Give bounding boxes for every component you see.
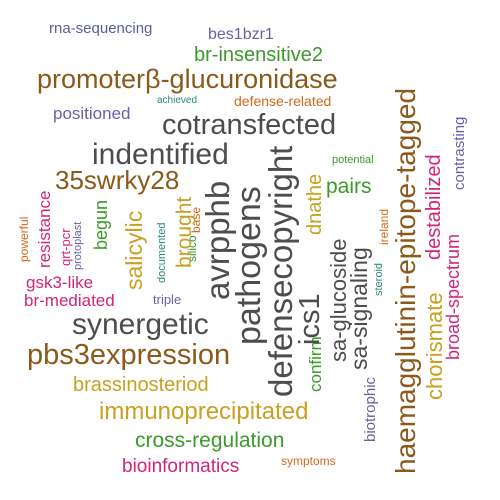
word-avrpphb: avrpphb (199, 180, 236, 300)
word-gsk3-like: gsk3-like (26, 273, 94, 292)
word-qrt-pcr: qrt-pcr (58, 228, 73, 266)
word-br-mediated: br-mediated (24, 291, 115, 310)
word-begun: begun (91, 199, 111, 250)
word-documented: documented (156, 222, 168, 283)
word-destabilized: destabilized (423, 154, 445, 260)
word-defensecopyright: defensecopyright (262, 145, 299, 397)
word-achieved: achieved (157, 95, 198, 106)
word-sa-glucoside: sa-glucoside (326, 238, 351, 362)
word-chorismate: chorismate (422, 292, 447, 400)
word-protoplast: protoplast (72, 221, 84, 270)
word-positioned: positioned (53, 104, 131, 123)
word-brassinosteriod: brassinosteriod (73, 374, 209, 396)
word-brought: brought (173, 196, 196, 268)
word-pbs3expression: pbs3expression (27, 339, 231, 371)
word-indentified: indentified (92, 138, 229, 171)
word-steroid: steroid (373, 262, 385, 296)
word-triple: triple (153, 292, 182, 307)
word-immunoprecipitated: immunoprecipitated (99, 398, 309, 425)
word-biotrophic: biotrophic (362, 376, 379, 442)
word-35swrky28: 35swrky28 (55, 165, 180, 195)
word-defense-related: defense-related (234, 93, 332, 109)
word-sa-signaling: sa-signaling (346, 247, 372, 370)
word-bes1bzr1: bes1bzr1 (208, 26, 274, 43)
word-pathogens: pathogens (230, 186, 268, 345)
word-pairs: pairs (326, 175, 372, 198)
word-haemagglutinin-epitope-tagged: haemagglutinin-epitope-tagged (390, 87, 421, 474)
word-cotransfected: cotransfected (162, 109, 337, 141)
word-ireland: ireland (377, 208, 391, 245)
word-contrasting: contrasting (451, 116, 468, 190)
word-cross-regulation: cross-regulation (135, 429, 285, 452)
word-symptoms: symptoms (281, 454, 336, 468)
word-rna-sequencing: rna-sequencing (49, 20, 153, 37)
word-salicylic: salicylic (121, 210, 147, 290)
word-synergetic: synergetic (72, 308, 209, 341)
word-br-insensitive2: br-insensitive2 (194, 44, 323, 66)
word-ics1: ics1 (294, 293, 326, 345)
word-resistance: resistance (35, 190, 54, 268)
word-powerful: powerful (17, 216, 31, 262)
word-potential: potential (332, 154, 374, 166)
word-bioinformatics: bioinformatics (122, 456, 240, 477)
word-dnathe: dnathe (304, 173, 326, 235)
word-promoter-glucuronidase: promoterβ-glucuronidase (37, 64, 338, 94)
